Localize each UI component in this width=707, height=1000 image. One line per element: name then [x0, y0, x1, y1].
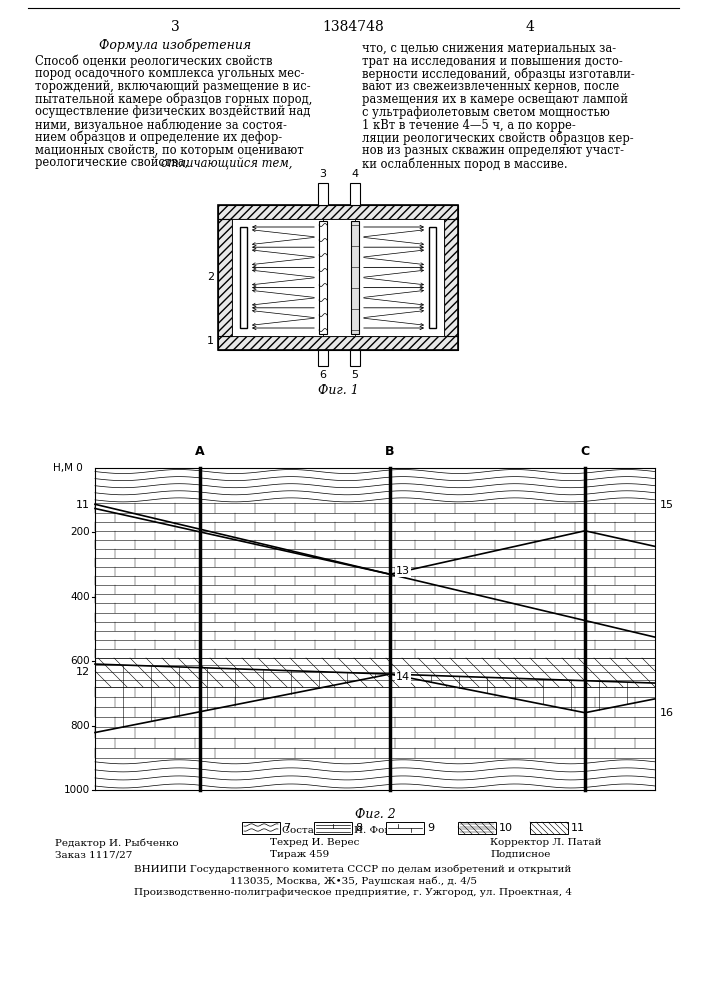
Text: 15: 15: [660, 500, 674, 510]
Text: A: A: [195, 445, 205, 458]
Text: 1: 1: [207, 336, 214, 346]
Text: с ультрафиолетовым светом мощностью: с ультрафиолетовым светом мощностью: [362, 106, 609, 119]
Text: ляции реологических свойств образцов кер-: ляции реологических свойств образцов кер…: [362, 132, 633, 145]
Text: Фиг. 2: Фиг. 2: [355, 808, 395, 821]
Text: B: B: [385, 445, 395, 458]
Text: мационных свойств, по которым оценивают: мационных свойств, по которым оценивают: [35, 144, 304, 157]
Text: 10: 10: [499, 823, 513, 833]
Text: C: C: [580, 445, 590, 458]
Bar: [530, 822, 568, 834]
Bar: [218, 205, 458, 219]
Bar: [218, 205, 458, 350]
Text: 16: 16: [660, 708, 674, 718]
Bar: [458, 822, 496, 834]
Bar: [319, 221, 327, 334]
Bar: [350, 350, 360, 366]
Text: 11: 11: [571, 823, 585, 833]
Text: 3: 3: [170, 20, 180, 34]
Text: Формула изобретения: Формула изобретения: [99, 38, 251, 51]
Text: пытательной камере образцов горных пород,: пытательной камере образцов горных пород…: [35, 92, 312, 106]
Text: Редактор И. Рыбченко: Редактор И. Рыбченко: [55, 838, 179, 848]
Text: трат на исследования и повышения досто-: трат на исследования и повышения досто-: [362, 55, 623, 68]
Text: Заказ 1117/27: Заказ 1117/27: [55, 850, 132, 859]
Bar: [218, 336, 458, 350]
Text: ними, визуальное наблюдение за состоя-: ними, визуальное наблюдение за состоя-: [35, 118, 287, 131]
Text: Производственно-полиграфическое предприятие, г. Ужгород, ул. Проектная, 4: Производственно-полиграфическое предприя…: [134, 888, 572, 897]
Text: Корректор Л. Патай: Корректор Л. Патай: [490, 838, 602, 847]
Bar: [386, 822, 424, 834]
Bar: [240, 227, 247, 328]
Text: 1384748: 1384748: [322, 20, 384, 34]
Text: отличающийся тем,: отличающийся тем,: [161, 156, 293, 169]
Bar: [218, 219, 232, 336]
Bar: [350, 183, 360, 205]
Text: 8: 8: [355, 823, 362, 833]
Text: 12: 12: [76, 667, 90, 677]
Text: 6: 6: [320, 370, 327, 380]
Bar: [444, 219, 458, 336]
Bar: [232, 219, 444, 336]
Bar: [314, 822, 352, 834]
Text: 4: 4: [351, 169, 358, 179]
Text: Составитель И. Фомичева: Составитель И. Фомичева: [282, 826, 424, 835]
Text: 5: 5: [351, 370, 358, 380]
Text: 7: 7: [283, 823, 290, 833]
Bar: [95, 468, 655, 790]
Bar: [318, 350, 328, 366]
Text: 1000: 1000: [64, 785, 90, 795]
Text: Фиг. 1: Фиг. 1: [317, 384, 358, 397]
Text: пород осадочного комплекса угольных мес-: пород осадочного комплекса угольных мес-: [35, 67, 305, 80]
Text: размещения их в камере освещают лампой: размещения их в камере освещают лампой: [362, 93, 628, 106]
Text: вают из свежеизвлеченных кернов, после: вают из свежеизвлеченных кернов, после: [362, 80, 619, 93]
Text: ВНИИПИ Государственного комитета СССР по делам изобретений и открытий: ВНИИПИ Государственного комитета СССР по…: [134, 864, 572, 874]
Text: 14: 14: [396, 672, 410, 682]
Text: 3: 3: [320, 169, 327, 179]
Text: реологические свойства,: реологические свойства,: [35, 156, 192, 169]
Text: 9: 9: [427, 823, 434, 833]
Text: ки ослабленных пород в массиве.: ки ослабленных пород в массиве.: [362, 157, 568, 171]
Text: осуществление физических воздействий над: осуществление физических воздействий над: [35, 105, 310, 118]
Text: 4: 4: [525, 20, 534, 34]
Text: 800: 800: [71, 721, 90, 731]
Bar: [429, 227, 436, 328]
Text: 2: 2: [207, 272, 214, 282]
Text: торождений, включающий размещение в ис-: торождений, включающий размещение в ис-: [35, 80, 310, 93]
Text: нием образцов и определение их дефор-: нием образцов и определение их дефор-: [35, 131, 282, 144]
Text: Техред И. Верес: Техред И. Верес: [270, 838, 359, 847]
Text: 400: 400: [71, 592, 90, 602]
Text: верности исследований, образцы изготавли-: верности исследований, образцы изготавли…: [362, 68, 635, 81]
Text: что, с целью снижения материальных за-: что, с целью снижения материальных за-: [362, 42, 616, 55]
Bar: [351, 221, 359, 334]
Text: Тираж 459: Тираж 459: [270, 850, 329, 859]
Text: нов из разных скважин определяют участ-: нов из разных скважин определяют участ-: [362, 144, 624, 157]
Text: Способ оценки реологических свойств: Способ оценки реологических свойств: [35, 54, 272, 68]
Text: 113035, Москва, Ж•35, Раушская наб., д. 4/5: 113035, Москва, Ж•35, Раушская наб., д. …: [230, 876, 477, 886]
Bar: [242, 822, 280, 834]
Text: 11: 11: [76, 500, 90, 510]
Text: H,M 0: H,M 0: [53, 463, 83, 473]
Text: 200: 200: [71, 527, 90, 537]
Text: 600: 600: [71, 656, 90, 666]
Text: 1 кВт в течение 4—5 ч, а по корре-: 1 кВт в течение 4—5 ч, а по корре-: [362, 119, 575, 132]
Bar: [318, 183, 328, 205]
Text: Подписное: Подписное: [490, 850, 550, 859]
Text: 13: 13: [396, 566, 410, 576]
